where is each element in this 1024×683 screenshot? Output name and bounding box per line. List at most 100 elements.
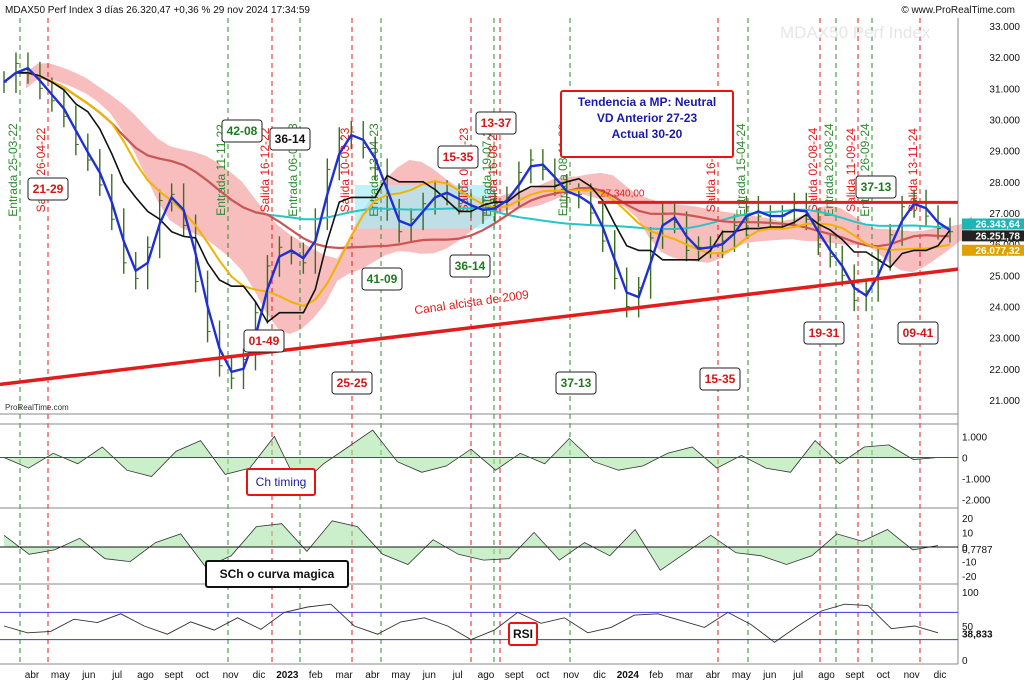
last-value-text: 26.343,64 (976, 219, 1021, 230)
price-tick: 23.000 (989, 334, 1020, 345)
cycle-label: 09-41 (903, 326, 934, 340)
rsi-line (3, 603, 939, 643)
x-tick: sept (845, 670, 864, 681)
x-tick: sept (505, 670, 524, 681)
rsi-label: RSI (508, 622, 538, 646)
last-value-tag (962, 230, 1024, 242)
rising-channel-line (0, 267, 959, 387)
signal-label: Salida 16-12-22 (258, 127, 272, 212)
x-tick: oct (877, 670, 891, 681)
cycle-label: 37-13 (561, 376, 592, 390)
price-tick: 22.000 (989, 365, 1020, 376)
x-tick: ago (478, 670, 495, 681)
x-tick: ago (137, 670, 154, 681)
cycle-label: 25-25 (337, 376, 368, 390)
last-value-tag (962, 218, 1024, 230)
x-tick: oct (196, 670, 210, 681)
ch-timing-tick: 1.000 (962, 432, 987, 443)
rsi-tick: 0 (962, 656, 968, 667)
cycle-label: 15-35 (705, 372, 736, 386)
cycle-label-box (269, 127, 311, 151)
chart-title: MDAX50 Perf Index 3 días 26.320,47 +0,36… (5, 5, 310, 16)
cycle-label: 21-29 (33, 182, 64, 196)
x-tick: jun (762, 670, 776, 681)
x-tick: feb (649, 670, 663, 681)
x-tick: dic (253, 670, 266, 681)
cycle-label: 41-09 (367, 272, 398, 286)
cycle-label: 15-35 (443, 150, 474, 164)
axes: 33.000 32.000 31.000 30.000 29.000 28.000 27.0… (25, 22, 1024, 681)
price-tick: 29.000 (989, 147, 1020, 158)
price-tick: 30.000 (989, 116, 1020, 127)
x-tick: nov (904, 670, 920, 681)
brand-text[interactable]: © www.ProRealTime.com (901, 5, 1015, 16)
last-value-tag (962, 244, 1024, 256)
ch-timing-line (3, 429, 939, 488)
x-tick: jul (792, 670, 803, 681)
sch-last: 0,7787 (962, 545, 993, 556)
x-tick: 2023 (276, 670, 299, 681)
cycle-label-box (475, 111, 517, 135)
cycle-label-box (855, 175, 897, 199)
rsi-last: 38,833 (962, 630, 993, 641)
signal-label: Salida 02-08-24 (806, 127, 820, 212)
sch-tick: 10 (962, 528, 974, 539)
signal-label: Entrada 15-04-24 (734, 123, 748, 217)
cycle-label-box (361, 267, 403, 291)
x-tick: abr (25, 670, 40, 681)
ma-salmon-line (3, 71, 951, 250)
sch-line (3, 520, 939, 571)
rsi-tick: 50 (962, 622, 974, 633)
cycle-label-box (243, 329, 285, 353)
grid (0, 18, 959, 665)
ch-timing-label: Ch timing (246, 468, 316, 496)
signal-label: Salida 13-11-24 (906, 128, 920, 212)
cycle-label-box (555, 371, 597, 395)
x-tick: oct (536, 670, 550, 681)
last-value-text: 26.077,32 (976, 246, 1021, 257)
sch-tick: -10 (962, 558, 977, 569)
cycle-label: 13-37 (481, 116, 512, 130)
copyright: ProRealTime.com (5, 403, 69, 412)
rsi-tick: 100 (962, 588, 979, 599)
x-tick: jun (81, 670, 95, 681)
price-tick: 21.000 (989, 396, 1020, 407)
x-tick: jul (452, 670, 463, 681)
x-tick: dic (934, 670, 947, 681)
signal-label: Entrada 25-03-22 (6, 123, 20, 217)
x-tick: nov (563, 670, 579, 681)
cycle-label-box (437, 145, 479, 169)
price-tick: 31.000 (989, 84, 1020, 95)
cycle-label-box (803, 321, 845, 345)
cloud-red-band (26, 63, 972, 335)
last-value-text: 26.251,78 (976, 231, 1021, 242)
fast-ma-line (3, 66, 951, 374)
cycle-label: 19-31 (809, 326, 840, 340)
cycle-label: 01-49 (249, 334, 280, 348)
x-tick: jul (111, 670, 122, 681)
cycle-label-box (449, 254, 491, 278)
x-tick: may (732, 670, 751, 681)
x-tick: nov (223, 670, 239, 681)
x-tick: dic (593, 670, 606, 681)
sch-tick: -20 (962, 572, 977, 583)
trend-line-1: Tendencia a MP: Neutral (577, 95, 717, 109)
cycle-label-box (27, 177, 69, 201)
x-tick: feb (309, 670, 323, 681)
trend-line-2: VD Anterior 27-23 (596, 111, 698, 125)
watermark: MDAX50 Perf Index (780, 23, 931, 42)
signal-label: Entrada 19-07-23 (480, 123, 494, 217)
sch-tick: 20 (962, 514, 974, 525)
cycle-label-box (897, 321, 939, 345)
ch-timing-tick: -2.000 (962, 496, 991, 507)
x-tick: sept (164, 670, 183, 681)
trend-box: Tendencia a MP: Neutral VD Anterior 27-2… (560, 90, 734, 158)
x-tick: 2024 (617, 670, 640, 681)
signal-label: Entrada 20-08-24 (822, 123, 836, 217)
indicator-panels (0, 429, 958, 643)
price-tick: 25.000 (989, 271, 1020, 282)
x-tick: mar (336, 670, 354, 681)
price-tick: 28.000 (989, 178, 1020, 189)
x-tick: may (391, 670, 410, 681)
x-tick: abr (706, 670, 721, 681)
